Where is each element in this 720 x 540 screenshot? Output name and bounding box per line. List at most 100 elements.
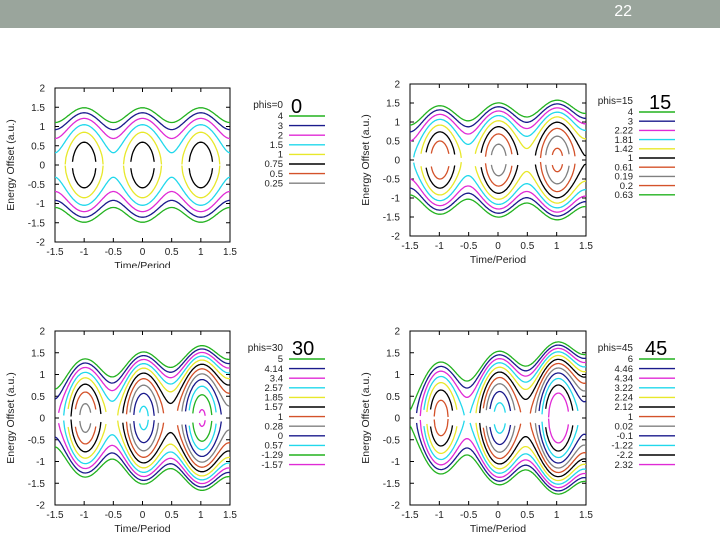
y-tick-label: -1.5 (28, 479, 46, 490)
series-line (425, 163, 586, 199)
series-line (490, 163, 570, 185)
legend-title: phis=30 (248, 343, 284, 354)
legend-label: 4.46 (615, 364, 634, 375)
legend-label: 2 (278, 130, 283, 141)
y-tick-label: -1 (36, 457, 45, 468)
x-tick-label: -1 (80, 247, 89, 258)
x-tick-label: -1 (80, 510, 89, 521)
series-line (79, 373, 230, 416)
series-line (70, 363, 230, 417)
x-axis-label: Time/Period (114, 523, 170, 533)
y-axis-label: Energy Offset (a.u.) (5, 372, 17, 463)
x-tick-label: 0.5 (520, 241, 534, 252)
y-tick-label: -1 (391, 457, 400, 468)
series-line (79, 420, 230, 463)
y-tick-label: 1 (39, 122, 45, 133)
x-tick-label: -1 (435, 241, 444, 252)
series-line (138, 385, 217, 417)
x-tick-label: 0 (495, 241, 501, 252)
series-line (55, 446, 230, 492)
series-line (410, 194, 586, 221)
x-tick-label: 0.5 (165, 247, 179, 258)
series-line (426, 422, 586, 482)
legend-label: 0.63 (615, 190, 634, 201)
series-line (55, 190, 230, 213)
series-line (133, 378, 222, 416)
x-axis-label: Time/Period (470, 254, 526, 266)
chart-svg-2: -1.5 -1 -0.5 0 0.5 1 1.521.510.50-0.5-1-1.5-2T… (5, 327, 325, 535)
legend-label: 1.5 (270, 140, 283, 151)
series-line (547, 392, 570, 418)
panel-label-3: 45 (645, 338, 668, 360)
y-tick-label: -2 (36, 501, 45, 512)
chart-svg-0: -1.5 -1 -0.5 0 0.5 1 1.521.510.50-0.5-1-1.5-2T… (5, 84, 325, 272)
series-line (410, 341, 586, 411)
series-line (490, 135, 570, 157)
y-tick-label: 1.5 (31, 103, 45, 114)
series-line (74, 368, 230, 415)
x-axis-label: Time/Period (470, 523, 526, 533)
series-line (433, 418, 586, 474)
series-line (423, 351, 586, 416)
y-tick-label: -1.5 (28, 218, 46, 229)
y-axis-label: Energy Offset (a.u.) (5, 119, 17, 210)
series-line (74, 421, 230, 468)
legend-title: phis=0 (253, 100, 283, 111)
series-line (71, 141, 214, 162)
legend-label: 0.02 (615, 421, 634, 432)
legend-label: 3 (278, 121, 283, 132)
legend-label: -2.2 (617, 450, 633, 461)
series-line (545, 384, 574, 411)
legend-label: -1.29 (261, 450, 283, 461)
x-tick-label: -1.5 (46, 510, 64, 521)
y-axis-label: Energy Offset (a.u.) (360, 372, 372, 463)
x-tick-label: 1.5 (223, 510, 237, 521)
y-tick-label: 2 (394, 80, 400, 91)
x-tick-label: -1.5 (401, 241, 419, 252)
series-line (410, 187, 586, 217)
legend-label: 0.57 (265, 441, 284, 452)
y-tick-label: 0.5 (386, 137, 400, 148)
legend-label: 2.24 (615, 393, 634, 404)
y-tick-label: -0.5 (28, 435, 46, 446)
y-tick-label: 0 (394, 156, 400, 167)
x-tick-label: -1 (435, 510, 444, 521)
plot-frame (409, 330, 587, 506)
y-tick-label: -0.5 (28, 180, 46, 191)
series-line (410, 178, 586, 213)
legend-label: 0.75 (265, 159, 284, 170)
x-tick-label: -0.5 (105, 510, 123, 521)
legend-label: -0.1 (617, 431, 633, 442)
series-line (429, 422, 586, 478)
series-line (55, 124, 230, 154)
series-line (493, 421, 579, 459)
legend-label: 1.42 (615, 144, 634, 155)
legend-label: 0.5 (270, 169, 283, 180)
legend-label: 2.12 (615, 402, 634, 413)
y-tick-label: 2 (39, 327, 45, 338)
legend-label: 4 (278, 111, 283, 122)
series-line (429, 358, 586, 414)
y-tick-label: 0.5 (386, 392, 400, 403)
series-line (493, 377, 579, 415)
legend-label: 4.14 (265, 364, 284, 375)
series-line (430, 127, 576, 159)
x-tick-label: 1.5 (579, 510, 593, 521)
y-tick-label: -2 (391, 501, 400, 512)
series-line (433, 362, 586, 418)
series-line (547, 418, 570, 444)
y-tick-label: 1 (394, 118, 400, 129)
y-axis-label: Energy Offset (a.u.) (360, 114, 372, 205)
series-line (198, 420, 206, 427)
chart-panel-2: -1.5 -1 -0.5 0 0.5 1 1.5 2 1.5 1 0.5 0 -0.5 -1 -1.5 -2 T… (0, 323, 352, 535)
y-tick-label: 1.5 (31, 348, 45, 359)
series-line (55, 344, 230, 390)
y-tick-label: 1.5 (386, 348, 400, 359)
y-tick-label: 0 (394, 414, 400, 425)
y-tick-label: -1 (391, 194, 400, 205)
series-line (192, 420, 213, 442)
x-tick-label: 1 (554, 510, 560, 521)
series-line (420, 116, 586, 158)
series-line (55, 199, 230, 218)
series-line (410, 107, 586, 142)
